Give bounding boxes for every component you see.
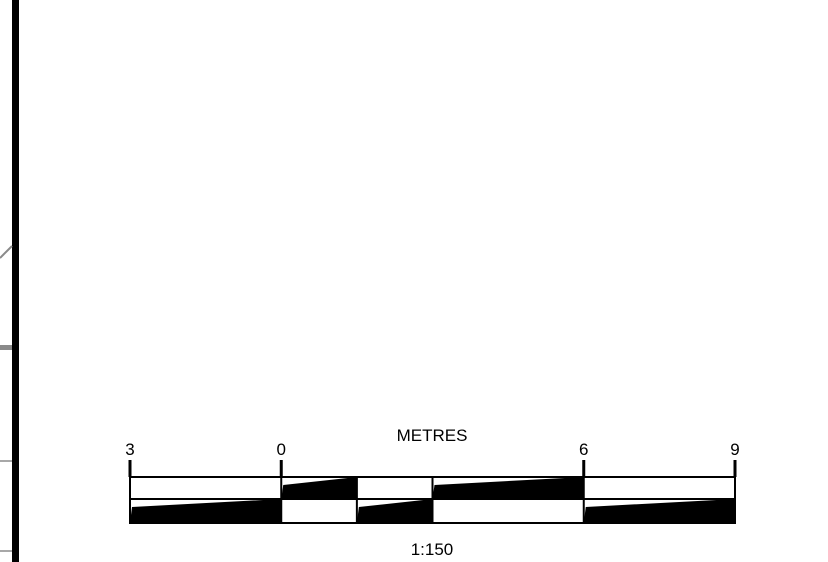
scale-tick-label: 9 [730, 440, 739, 459]
scale-bar-segment [583, 499, 735, 523]
border-line [12, 0, 19, 562]
scale-bar-segment [281, 477, 357, 499]
drawing-fragment [0, 0, 19, 562]
scale-bar-segment [432, 477, 584, 499]
scale-tick-label: 3 [125, 440, 134, 459]
gray-thick-mark [0, 345, 12, 350]
scale-ratio-label: 1:150 [411, 540, 454, 559]
scale-tick-label: 0 [277, 440, 286, 459]
scale-bar-segment [356, 499, 433, 523]
scale-bar: METRES 1:150 3 0 6 9 [125, 426, 739, 559]
scale-unit-label: METRES [397, 426, 468, 445]
bar-marks [128, 460, 737, 524]
gray-diagonal-line [0, 245, 13, 259]
tick-labels: 3 0 6 9 [125, 440, 739, 459]
scale-tick-label: 6 [579, 440, 588, 459]
scale-bar-segment [130, 499, 282, 523]
